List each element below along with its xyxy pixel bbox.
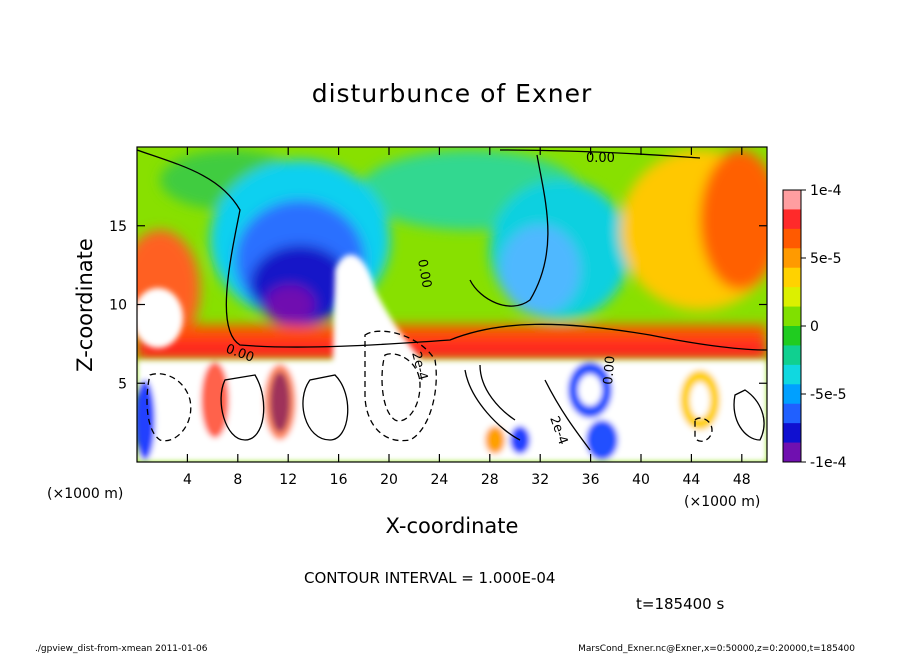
time-text: t=185400 s [636, 595, 724, 613]
x-tick-label: 44 [682, 472, 700, 488]
y-axis-ticks: 5 10 15 [109, 219, 767, 392]
x-axis-ticks: 4 8 12 16 20 24 28 32 36 40 44 48 [183, 147, 751, 488]
colorbar-segment [783, 345, 801, 366]
colorbar-segment [783, 306, 801, 327]
colorbar-segment [783, 209, 801, 230]
colorbar-tick-label: -1e-4 [810, 455, 847, 471]
plot-area: 0.00 0.00 0.00 0.00 2e-4 2e-4 [137, 147, 767, 462]
x-axis-unit: (×1000 m) [684, 494, 760, 510]
colorbar-segment [783, 384, 801, 405]
x-tick-label: 24 [430, 472, 448, 488]
x-tick-label: 36 [582, 472, 600, 488]
footer-left: ./gpview_dist-from-xmean 2011-01-06 [35, 644, 208, 654]
colorbar-tick-label: -5e-5 [810, 387, 847, 403]
x-tick-label: 4 [183, 472, 192, 488]
x-tick-label: 40 [632, 472, 650, 488]
colorbar-segment [783, 423, 801, 444]
contour-label: 2e-4 [408, 350, 430, 382]
contour-label: 0.00 [586, 151, 615, 166]
contour-label: 0.00 [414, 258, 434, 289]
colorbar-segment [783, 403, 801, 424]
y-axis-unit: (×1000 m) [47, 486, 123, 502]
y-axis-label: Z-coordinate [73, 238, 97, 372]
colorbar-segment [783, 364, 801, 385]
x-tick-label: 32 [531, 472, 549, 488]
y-tick-label: 15 [109, 219, 127, 235]
contour-interval-text: CONTOUR INTERVAL = 1.000E-04 [304, 569, 555, 587]
x-axis-label: X-coordinate [386, 514, 519, 538]
x-tick-label: 20 [380, 472, 398, 488]
colorbar [782, 189, 802, 463]
colorbar-tick-label: 0 [810, 319, 819, 335]
colorbar-ticks: 1e-4 5e-5 0 -5e-5 -1e-4 [801, 183, 847, 471]
x-tick-label: 28 [481, 472, 499, 488]
colorbar-segment [783, 442, 801, 463]
colorbar-segment [783, 267, 801, 288]
footer-right: MarsCond_Exner.nc@Exner,x=0:50000,z=0:20… [578, 644, 855, 654]
x-tick-label: 48 [733, 472, 751, 488]
chart-title: disturbunce of Exner [312, 79, 593, 108]
colorbar-segment [783, 287, 801, 308]
colorbar-tick-label: 5e-5 [810, 251, 841, 267]
colorbar-tick-label: 1e-4 [810, 183, 842, 199]
x-tick-label: 12 [279, 472, 297, 488]
colorbar-segment [783, 248, 801, 269]
contour-label: 0.00 [601, 355, 618, 385]
x-tick-label: 16 [330, 472, 348, 488]
y-tick-label: 10 [109, 298, 127, 314]
colorbar-segment [783, 228, 801, 249]
colorbar-segment [783, 326, 801, 346]
x-tick-label: 8 [233, 472, 242, 488]
colorbar-segment [783, 190, 801, 210]
y-tick-label: 5 [118, 376, 127, 392]
